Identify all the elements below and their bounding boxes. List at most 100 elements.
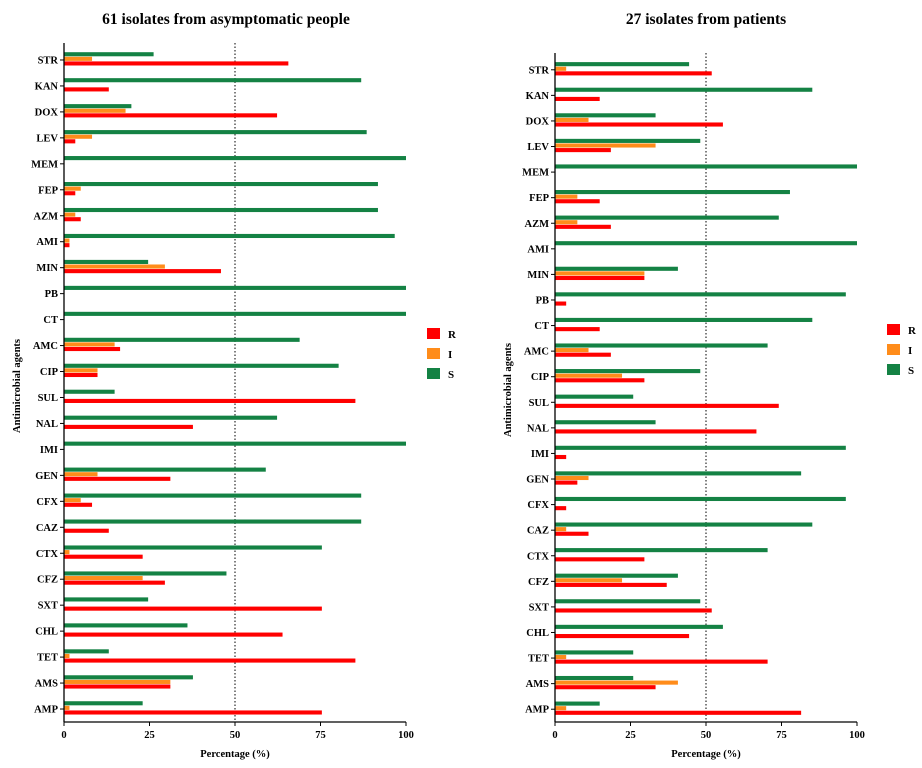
bar-S-azm: [64, 207, 378, 213]
bar-R-azm: [64, 217, 81, 222]
bar-R-ctx: [555, 557, 645, 562]
y-tick-label: CTX: [36, 549, 59, 560]
bar-R-lev: [64, 139, 76, 144]
y-tick-label: DOX: [526, 116, 550, 127]
y-tick-label: MEM: [31, 159, 58, 170]
y-tick-label: AMC: [33, 341, 58, 352]
bar-S-tet: [64, 649, 109, 654]
bar-R-chl: [64, 632, 283, 637]
chart-title: 61 isolates from asymptomatic people: [102, 11, 350, 28]
bar-S-cfx: [555, 496, 846, 502]
bar-I-ctx: [64, 550, 70, 555]
bar-S-pb: [555, 292, 846, 297]
bar-R-cfz: [555, 582, 667, 587]
y-tick-label: NAL: [36, 419, 58, 430]
bar-I-tet: [64, 653, 70, 659]
y-tick-label: AMS: [526, 679, 549, 690]
bar-R-str: [555, 71, 712, 76]
bar-R-azm: [555, 224, 611, 229]
bar-S-amc: [555, 343, 768, 348]
bar-R-amp: [64, 710, 322, 715]
x-tick-label: 50: [701, 730, 712, 741]
bar-S-mem: [64, 156, 406, 161]
bar-R-gen: [555, 480, 578, 485]
bar-R-nal: [555, 429, 757, 434]
y-tick-label: CHL: [526, 628, 549, 639]
y-tick-label: STR: [529, 65, 550, 76]
bar-S-min: [555, 266, 678, 271]
bar-R-tet: [555, 659, 768, 664]
y-tick-label: KAN: [526, 91, 550, 102]
legend-label-r: R: [448, 329, 457, 341]
bar-S-kan: [555, 87, 813, 92]
bar-I-cfz: [555, 578, 623, 583]
bar-R-str: [64, 61, 289, 66]
x-tick-label: 75: [776, 730, 787, 741]
y-tick-label: CHL: [35, 627, 58, 638]
bar-I-cfz: [64, 576, 143, 581]
bar-S-ctx: [555, 548, 768, 553]
y-tick-label: CTX: [527, 551, 550, 562]
bar-R-pb: [555, 301, 567, 306]
bar-I-cip: [64, 368, 98, 373]
bar-R-sxt: [64, 606, 322, 611]
bar-S-ami: [64, 233, 395, 239]
y-tick-label: CFZ: [528, 577, 549, 588]
y-tick-label: AZM: [525, 219, 550, 230]
x-tick-label: 25: [625, 730, 636, 741]
x-tick-label: 0: [552, 730, 557, 741]
y-tick-label: AMP: [525, 705, 549, 716]
bar-R-dox: [64, 113, 278, 118]
y-tick-label: STR: [38, 55, 59, 66]
y-tick-label: CAZ: [527, 526, 549, 537]
bar-R-imi: [555, 454, 567, 460]
bar-S-fep: [64, 182, 378, 187]
y-tick-label: LEV: [527, 142, 549, 153]
bar-R-sul: [555, 403, 779, 408]
y-tick-label: CFX: [36, 497, 58, 508]
y-tick-label: IMI: [531, 449, 549, 460]
bar-S-azm: [555, 215, 779, 220]
y-tick-label: KAN: [35, 81, 59, 92]
bar-S-amc: [64, 337, 300, 342]
bar-I-lev: [555, 143, 656, 148]
bar-R-kan: [64, 87, 109, 92]
bar-I-cfx: [64, 498, 81, 503]
bar-S-pb: [64, 285, 406, 290]
y-tick-label: CFX: [527, 500, 549, 511]
legend-swatch-i: [887, 344, 900, 355]
y-tick-label: GEN: [526, 475, 549, 486]
x-axis-label: Percentage (%): [671, 749, 741, 760]
x-tick-label: 100: [849, 730, 865, 741]
bar-S-lev: [64, 130, 367, 135]
bar-R-amc: [555, 352, 611, 357]
bar-I-caz: [555, 527, 567, 532]
y-tick-label: GEN: [35, 471, 58, 482]
bar-S-sul: [555, 394, 634, 399]
y-tick-label: SUL: [529, 398, 549, 409]
bar-S-caz: [555, 522, 813, 527]
bar-R-tet: [64, 658, 356, 663]
bar-I-cip: [555, 373, 623, 378]
bar-S-ams: [64, 675, 193, 680]
bar-R-dox: [555, 122, 723, 127]
y-tick-label: CT: [534, 321, 549, 332]
y-tick-label: SXT: [529, 602, 549, 613]
bar-I-ams: [555, 680, 678, 685]
bar-R-fep: [555, 199, 600, 204]
bar-S-ct: [64, 311, 406, 316]
y-tick-label: MEM: [522, 168, 549, 179]
bar-R-kan: [555, 96, 600, 101]
bar-R-ams: [64, 684, 171, 689]
y-tick-label: TET: [528, 654, 549, 665]
bar-S-chl: [555, 624, 723, 629]
bar-R-chl: [555, 634, 690, 639]
bar-S-chl: [64, 623, 188, 628]
x-tick-label: 100: [398, 730, 414, 741]
bar-S-min: [64, 259, 149, 264]
bar-I-dox: [64, 108, 126, 113]
legend-swatch-r: [427, 328, 440, 339]
bar-R-amp: [555, 710, 802, 715]
bar-S-sxt: [64, 597, 149, 602]
